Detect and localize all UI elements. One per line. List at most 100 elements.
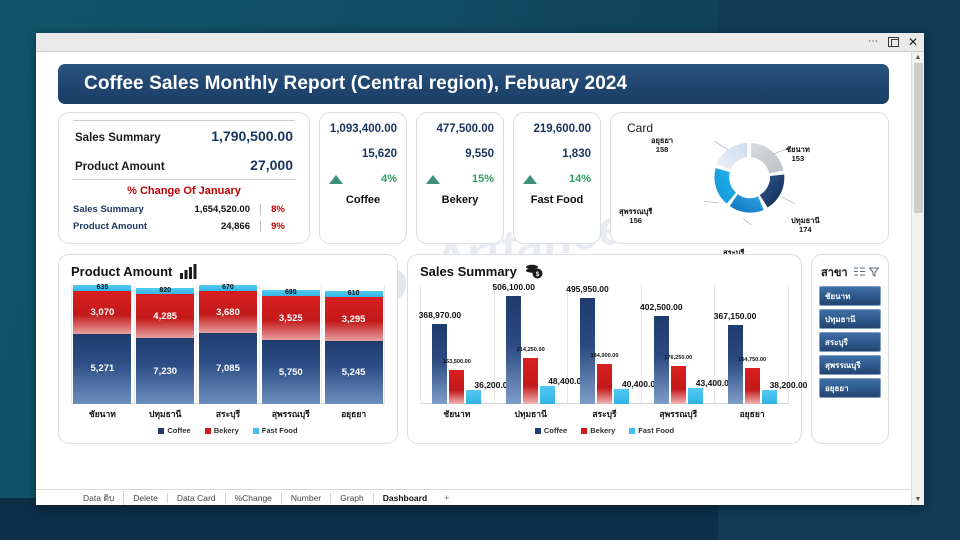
kpi-card-fast-food: 219,600.00 1,830 14% Fast Food bbox=[513, 112, 601, 244]
x-axis-label: สระบุรี bbox=[592, 409, 617, 419]
clear-filter-icon[interactable] bbox=[869, 267, 879, 277]
multi-select-icon[interactable] bbox=[854, 267, 865, 277]
bar-coffee: 506,100.00 bbox=[492, 282, 535, 404]
summary-label: Sales Summary bbox=[75, 132, 161, 144]
kpi-label: Bekery bbox=[441, 194, 479, 206]
kpi-card-group: 1,093,400.00 15,620 4% Coffee 477,500.00… bbox=[319, 112, 601, 244]
sheet-tab-dashboard[interactable]: Dashboard bbox=[382, 492, 428, 503]
kpi-quantity: 9,550 bbox=[465, 148, 494, 160]
kpi-card-coffee: 1,093,400.00 15,620 4% Coffee bbox=[319, 112, 407, 244]
sheet-tab-data-dib[interactable]: Data ดิบ bbox=[74, 490, 125, 505]
sheet-tab-delete[interactable]: Delete bbox=[124, 492, 168, 503]
slicer-icon-group bbox=[854, 267, 879, 277]
segment-fast-food: 820 bbox=[136, 287, 195, 294]
bar-fast-food: 43,400.00 bbox=[687, 378, 734, 404]
kpi-percent: 4% bbox=[381, 173, 397, 185]
segment-coffee: 5,245 bbox=[324, 341, 383, 404]
x-axis-label: อยุธยา bbox=[341, 409, 367, 419]
bar-group: 402,500.00 176,250.00 43,400.00 สุพรรณบุ… bbox=[640, 285, 734, 419]
bar-coffee: 495,950.00 bbox=[566, 284, 609, 404]
bar-bekery: 153,500.00 bbox=[443, 359, 471, 404]
background-bottom-panel bbox=[0, 498, 718, 540]
x-axis-label: ชัยนาท bbox=[443, 409, 471, 419]
restore-window-icon[interactable] bbox=[887, 37, 899, 47]
coins-icon: $ bbox=[525, 264, 543, 279]
kpi-card-bekery: 477,500.00 9,550 15% Bekery bbox=[416, 112, 504, 244]
application-window: ⋯ ✕ Aitsarapon Arttanee Coffee Sales Mon… bbox=[36, 33, 924, 505]
summary-value: 27,000 bbox=[250, 157, 293, 173]
branch-slicer: สาขา ชัยนาท bbox=[811, 254, 889, 444]
scroll-up-icon[interactable]: ▲ bbox=[914, 54, 922, 61]
dashboard-sheet: Aitsarapon Arttanee Coffee Sales Monthly… bbox=[36, 52, 911, 505]
change-value: 1,654,520.00 bbox=[194, 204, 250, 215]
bar-fast-food: 38,200.00 bbox=[761, 380, 807, 404]
change-row-product: Product Amount 24,866 9% bbox=[73, 218, 295, 235]
kpi-change: 14% bbox=[523, 173, 591, 185]
bar-coffee: 368,970.00 bbox=[419, 310, 461, 404]
kpi-amount: 219,600.00 bbox=[533, 123, 591, 135]
divider bbox=[73, 120, 295, 121]
stacked-bar: 820 4,285 7,230 bbox=[136, 285, 195, 404]
segment-coffee: 7,085 bbox=[198, 333, 257, 404]
legend-swatch bbox=[581, 427, 588, 434]
sheet-tab-number[interactable]: Number bbox=[282, 492, 332, 503]
legend-swatch bbox=[534, 427, 541, 434]
product-amount-title-row: Product Amount bbox=[71, 264, 385, 279]
kpi-percent: 14% bbox=[568, 173, 591, 185]
slicer-item-pathumthani[interactable]: ปทุมธานี bbox=[819, 309, 881, 329]
sheet-tab-graph[interactable]: Graph bbox=[331, 492, 374, 503]
summary-panel: Sales Summary 1,790,500.00 Product Amoun… bbox=[58, 112, 310, 244]
grouped-bars: 368,970.00 153,500.00 36,200.00 ชัยนาท 5… bbox=[419, 282, 808, 419]
bar-group: 495,950.00 184,000.00 40,400.00 สระบุรี bbox=[566, 284, 660, 419]
legend-item-fast-food: Fast Food bbox=[629, 426, 674, 435]
bar-bekery: 214,250.00 bbox=[517, 347, 545, 404]
donut-chart-svg bbox=[703, 141, 796, 226]
sheet-tab-percent-change[interactable]: %Change bbox=[226, 492, 282, 503]
slicer-item-saraburi[interactable]: สระบุรี bbox=[819, 332, 881, 352]
scroll-down-icon[interactable]: ▼ bbox=[914, 496, 922, 503]
more-options-icon[interactable]: ⋯ bbox=[867, 36, 879, 47]
bar-group: 635 3,070 5,271 ชัยนาท bbox=[71, 284, 134, 419]
stacked-bar: 670 3,680 7,085 bbox=[198, 284, 257, 404]
bar-group: 695 3,525 5,750 สุพรรณบุรี bbox=[259, 285, 322, 419]
donut-label-suphanburi: สุพรรณบุรี 156 bbox=[619, 207, 653, 225]
slicer-item-chainat[interactable]: ชัยนาท bbox=[819, 286, 881, 306]
slicer-item-ayutthaya[interactable]: อยุธยา bbox=[819, 378, 881, 398]
panel-title-text: Sales Summary bbox=[420, 264, 517, 279]
chart-legend: Coffee Bekery Fast Food bbox=[71, 426, 385, 437]
scrollbar-thumb[interactable] bbox=[913, 63, 923, 213]
vertical-scrollbar[interactable]: ▲ ▼ bbox=[911, 52, 924, 505]
segment-bekery: 3,070 bbox=[73, 290, 132, 334]
summary-label: Product Amount bbox=[75, 161, 165, 173]
kpi-quantity: 1,830 bbox=[562, 148, 591, 160]
x-axis-label: อยุธยา bbox=[739, 409, 765, 419]
product-amount-panel: Product Amount bbox=[58, 254, 398, 444]
close-window-icon[interactable]: ✕ bbox=[907, 35, 918, 49]
divider bbox=[73, 179, 295, 180]
divider bbox=[260, 204, 261, 215]
legend-swatch bbox=[629, 427, 636, 434]
stacked-bar: 610 3,295 5,245 bbox=[324, 285, 383, 404]
add-sheet-button[interactable]: + bbox=[444, 492, 450, 503]
legend-swatch bbox=[204, 427, 211, 434]
bar-group: 367,150.00 164,750.00 38,200.00 อยุธยา bbox=[714, 285, 808, 419]
sales-summary-plot: 368,970.00 153,500.00 36,200.00 ชัยนาท 5… bbox=[419, 282, 808, 422]
segment-fast-food: 635 bbox=[73, 284, 132, 291]
segment-coffee: 5,750 bbox=[261, 340, 320, 404]
bar-cluster: 368,970.00 153,500.00 36,200.00 bbox=[419, 285, 512, 404]
chart-legend: Coffee Bekery Fast Food bbox=[420, 426, 789, 437]
bar-cluster: 402,500.00 176,250.00 43,400.00 bbox=[640, 285, 734, 404]
sales-summary-panel: Sales Summary $ bbox=[407, 254, 808, 444]
segment-bekery: 3,525 bbox=[261, 296, 320, 340]
dashboard-canvas: Aitsarapon Arttanee Coffee Sales Monthly… bbox=[36, 52, 911, 505]
window-titlebar: ⋯ ✕ bbox=[36, 33, 924, 52]
legend-swatch bbox=[158, 427, 165, 434]
bar-coffee: 402,500.00 bbox=[640, 302, 683, 404]
svg-text:$: $ bbox=[536, 272, 540, 278]
sheet-tab-data-card[interactable]: Data Card bbox=[168, 492, 226, 503]
x-axis-label: ปทุมธานี bbox=[149, 409, 182, 419]
change-row-sales: Sales Summary 1,654,520.00 8% bbox=[73, 201, 295, 218]
slicer-item-suphanburi[interactable]: สุพรรณบุรี bbox=[819, 355, 881, 375]
bar-bekery: 176,250.00 bbox=[664, 355, 692, 404]
